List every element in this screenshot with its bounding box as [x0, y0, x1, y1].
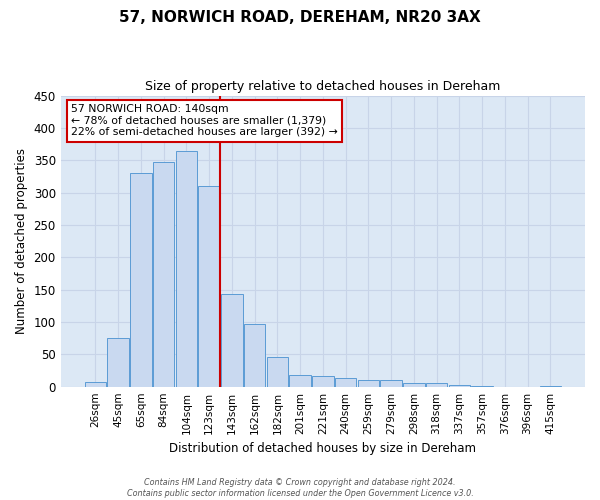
X-axis label: Distribution of detached houses by size in Dereham: Distribution of detached houses by size …	[169, 442, 476, 455]
Text: 57 NORWICH ROAD: 140sqm
← 78% of detached houses are smaller (1,379)
22% of semi: 57 NORWICH ROAD: 140sqm ← 78% of detache…	[71, 104, 338, 138]
Text: Contains HM Land Registry data © Crown copyright and database right 2024.
Contai: Contains HM Land Registry data © Crown c…	[127, 478, 473, 498]
Bar	[403, 384, 425, 386]
Bar	[130, 173, 152, 386]
Bar	[244, 324, 265, 386]
Bar	[449, 384, 470, 386]
Bar	[312, 376, 334, 386]
Bar	[358, 380, 379, 386]
Bar	[289, 375, 311, 386]
Y-axis label: Number of detached properties: Number of detached properties	[15, 148, 28, 334]
Bar	[335, 378, 356, 386]
Bar	[198, 186, 220, 386]
Bar	[221, 294, 242, 386]
Bar	[266, 357, 288, 386]
Bar	[176, 150, 197, 386]
Bar	[426, 384, 448, 386]
Bar	[153, 162, 175, 386]
Title: Size of property relative to detached houses in Dereham: Size of property relative to detached ho…	[145, 80, 500, 93]
Bar	[380, 380, 402, 386]
Bar	[107, 338, 129, 386]
Text: 57, NORWICH ROAD, DEREHAM, NR20 3AX: 57, NORWICH ROAD, DEREHAM, NR20 3AX	[119, 10, 481, 25]
Bar	[85, 382, 106, 386]
